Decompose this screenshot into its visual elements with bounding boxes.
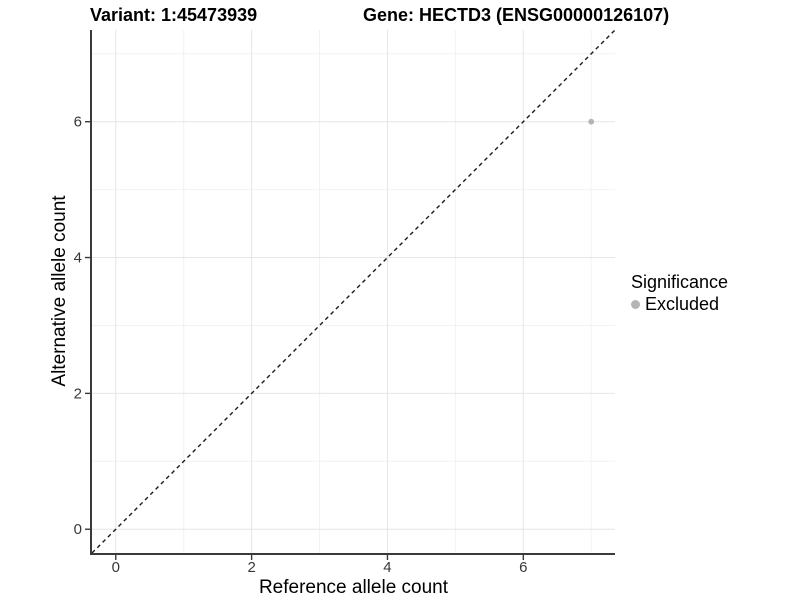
y-tick-label: 2 [74,385,82,402]
data-point [588,118,595,125]
y-axis-title: Alternative allele count [49,195,70,387]
legend: Significance Excluded [631,272,796,313]
legend-item-label: Excluded [645,294,720,314]
x-tick-label: 4 [383,559,391,576]
plot-title-gene: Gene: HECTD3 (ENSG00000126107) [363,5,670,25]
legend-point-icon [631,299,640,309]
identity-line [91,29,616,554]
x-tick-label: 0 [112,559,120,576]
x-tick-label: 6 [519,559,527,576]
x-tick-label: 2 [247,559,255,576]
legend-title: Significance [631,272,729,292]
plot-title-variant: Variant: 1:45473939 [90,5,258,25]
y-tick-label: 0 [74,521,82,538]
y-tick-label: 6 [74,114,82,131]
legend-item-excluded: Excluded [631,295,796,313]
x-axis-title: Reference allele count [258,577,449,598]
y-tick-label: 4 [74,250,82,267]
